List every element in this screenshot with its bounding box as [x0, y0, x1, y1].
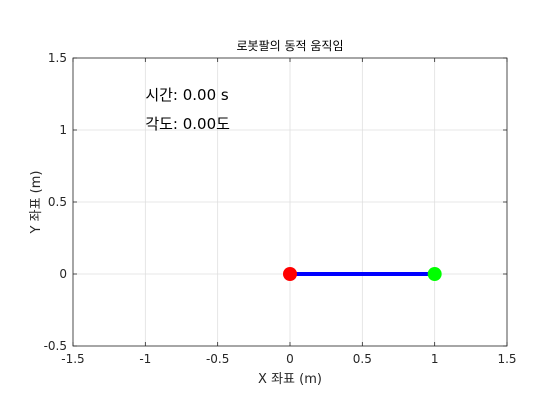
y-tick-label: 0.5 — [48, 195, 67, 209]
x-tick-label: 1 — [431, 352, 439, 366]
x-tick-label: -1 — [139, 352, 151, 366]
y-tick-label: 0 — [59, 267, 67, 281]
x-tick-label: -0.5 — [206, 352, 229, 366]
end-effector-marker — [427, 267, 442, 281]
x-tick-label: -1.5 — [61, 352, 84, 366]
y-axis-label: Y 좌표 (m) — [29, 171, 44, 235]
x-tick-label: 1.5 — [497, 352, 516, 366]
x-tick-label: 0.5 — [353, 352, 372, 366]
x-tick-label: 0 — [286, 352, 294, 366]
y-tick-label: 1 — [59, 123, 67, 137]
y-tick-label: -0.5 — [44, 339, 67, 353]
annotations: 시간: 0.00 s 각도: 0.00도 — [145, 86, 230, 133]
base-joint-marker — [283, 267, 297, 281]
annotation-text: 시간: 0.00 s — [145, 86, 229, 104]
chart-title: 로봇팔의 동적 움직임 — [237, 39, 344, 53]
y-tick-label: 1.5 — [48, 51, 67, 65]
annotation-text: 각도: 0.00도 — [145, 115, 230, 133]
x-axis-label: X 좌표 (m) — [258, 372, 322, 387]
ticks: -1.5 -1 -0.5 0 0.5 1 1.5 -0.5 0 0.5 1 1.5 — [44, 51, 517, 366]
data — [283, 267, 442, 281]
